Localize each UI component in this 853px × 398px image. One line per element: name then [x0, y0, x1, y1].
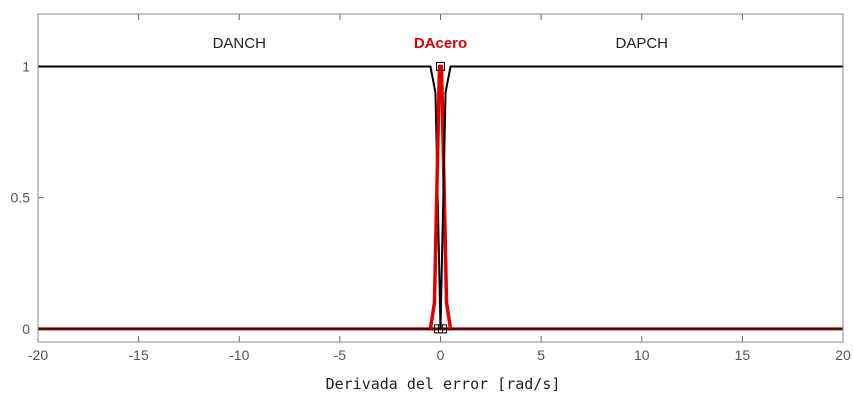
series-line-dapch: [439, 65, 843, 329]
series-line-dacero: [428, 64, 453, 330]
x-axis-label: Derivada del error [rad/s]: [326, 375, 561, 393]
x-tick-label: -20: [28, 347, 48, 363]
mf-label-danch[interactable]: DANCH: [213, 35, 266, 52]
x-tick-label: -5: [334, 347, 347, 363]
mf-label-dapch[interactable]: DAPCH: [615, 35, 668, 52]
x-tick-label: -15: [129, 347, 149, 363]
vertex-marker: [436, 61, 445, 71]
y-tick-label: 0.5: [11, 190, 31, 206]
vertex-marker: [438, 324, 448, 334]
x-tick-label: -10: [229, 347, 249, 363]
y-tick-label: 0: [22, 321, 30, 337]
x-tick-label: 10: [634, 347, 650, 363]
y-tick-label: 1: [22, 58, 30, 74]
x-tick-label: 20: [835, 347, 851, 363]
x-tick-label: 5: [537, 347, 545, 363]
axes-frame: [37, 13, 844, 343]
x-tick-label: 15: [735, 347, 751, 363]
mf-label-dacero[interactable]: DAcero: [414, 35, 467, 52]
x-tick-label: 0: [437, 347, 445, 363]
